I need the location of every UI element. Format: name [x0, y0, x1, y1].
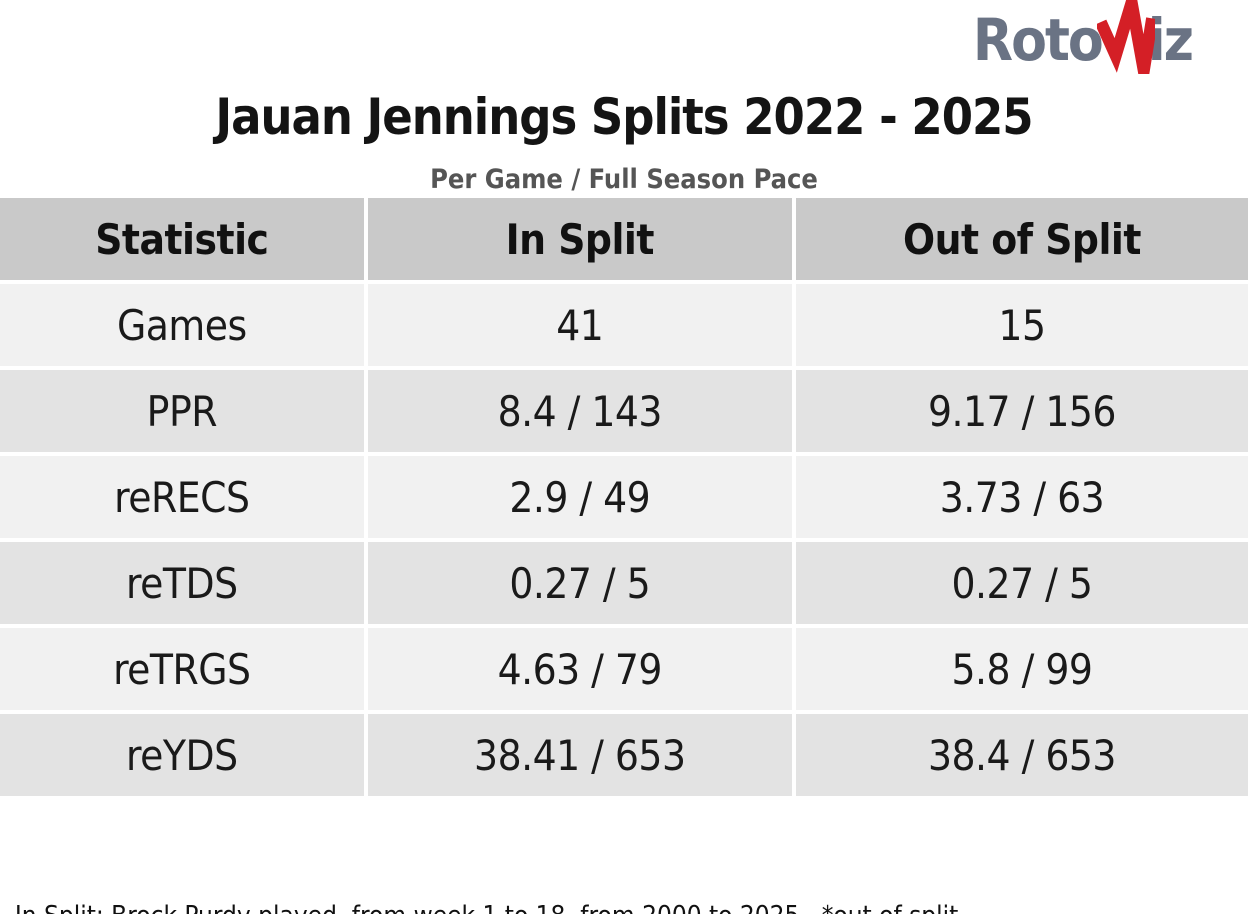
- row-games-label: Games: [0, 284, 364, 366]
- page-subtitle: Per Game / Full Season Pace: [430, 164, 818, 195]
- heartbeat-zigzag-icon: [1096, 0, 1155, 74]
- rotoviz-logo: Roto iz: [972, 0, 1194, 74]
- row-rerecs-out: 3.73 / 63: [795, 456, 1248, 538]
- row-ppr-out: 9.17 / 156: [795, 370, 1248, 452]
- row-retrgs-label: reTRGS: [0, 628, 364, 710]
- row-games-out: 15: [795, 284, 1248, 366]
- column-header-in-split: In Split: [367, 198, 792, 280]
- column-header-out-of-split: Out of Split: [795, 198, 1248, 280]
- row-reyds-out: 38.4 / 653: [795, 714, 1248, 796]
- page-title: Jauan Jennings Splits 2022 - 2025: [215, 88, 1033, 146]
- row-rerecs-label: reRECS: [0, 456, 364, 538]
- row-reyds-in: 38.41 / 653: [367, 714, 792, 796]
- row-ppr-label: PPR: [0, 370, 364, 452]
- row-games-in: 41: [367, 284, 792, 366]
- row-retrgs-out: 5.8 / 99: [795, 628, 1248, 710]
- row-ppr-in: 8.4 / 143: [367, 370, 792, 452]
- logo-text-iz: iz: [1147, 6, 1194, 74]
- row-reyds-label: reYDS: [0, 714, 364, 796]
- split-definition-footnote: In Split: Brock Purdy played, from week …: [0, 806, 1248, 914]
- row-retds-out: 0.27 / 5: [795, 542, 1248, 624]
- row-retds-label: reTDS: [0, 542, 364, 624]
- column-header-statistic: Statistic: [0, 198, 364, 280]
- logo-text-roto: Roto: [972, 6, 1104, 74]
- footnote-line-1: In Split: Brock Purdy played, from week …: [0, 894, 1248, 914]
- row-retrgs-in: 4.63 / 79: [367, 628, 792, 710]
- row-retds-in: 0.27 / 5: [367, 542, 792, 624]
- row-rerecs-in: 2.9 / 49: [367, 456, 792, 538]
- splits-table: Statistic In Split Out of Split Games 41…: [0, 198, 1248, 796]
